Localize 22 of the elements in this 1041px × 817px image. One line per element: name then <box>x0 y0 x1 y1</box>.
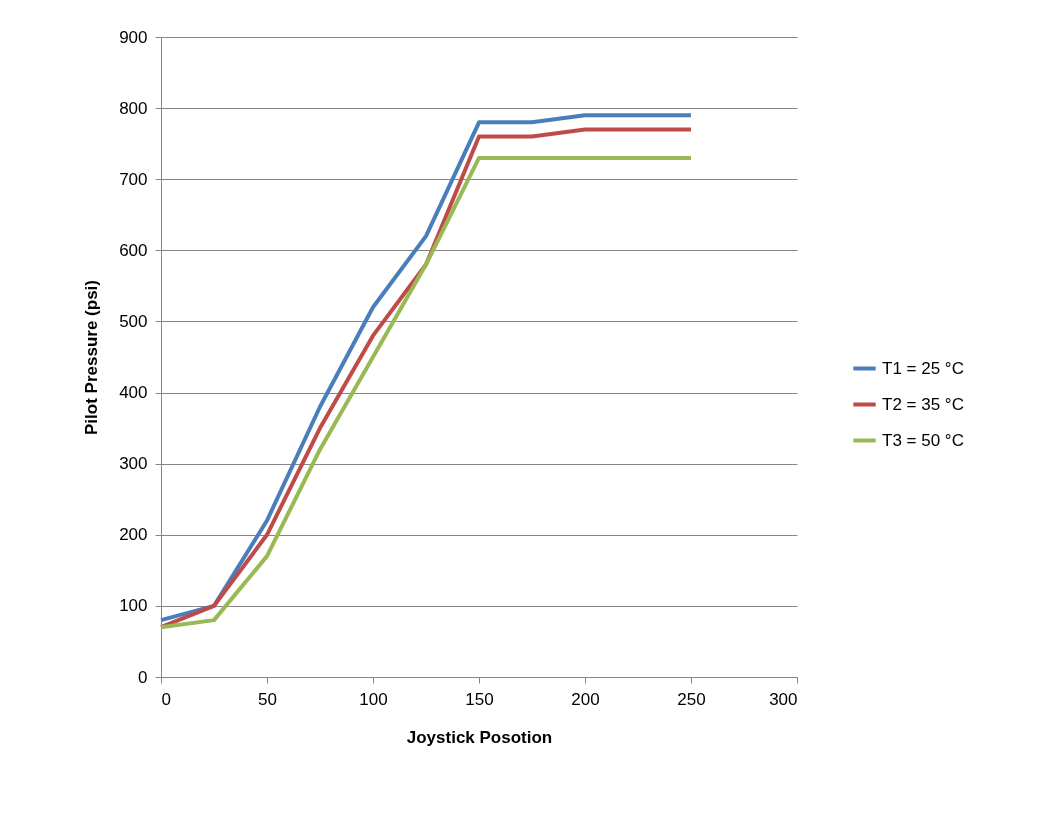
y-tick-label: 0 <box>138 667 148 687</box>
legend-label: T1 = 25 °C <box>882 358 964 378</box>
x-tick-label: 200 <box>571 689 600 709</box>
x-axis-title: Joystick Posotion <box>406 727 553 747</box>
y-tick-label: 200 <box>119 525 148 545</box>
x-tick-label: 50 <box>258 689 277 709</box>
y-tick-label: 500 <box>119 311 148 331</box>
y-tick-label: 100 <box>119 596 148 616</box>
x-tick-label: 0 <box>161 689 171 709</box>
x-tick-label: 250 <box>677 689 706 709</box>
legend-label: T3 = 50 °C <box>882 430 964 450</box>
y-tick-label: 800 <box>119 98 148 118</box>
x-tick-label: 150 <box>465 689 494 709</box>
y-tick-label: 900 <box>119 27 148 47</box>
y-tick-label: 700 <box>119 169 148 189</box>
y-tick-label: 600 <box>119 240 148 260</box>
y-tick-label: 400 <box>119 383 148 403</box>
x-tick-label: 100 <box>359 689 388 709</box>
y-tick-label: 300 <box>119 454 148 474</box>
legend-label: T2 = 35 °C <box>882 394 964 414</box>
x-tick-label: 300 <box>769 689 798 709</box>
y-axis-title: Pilot Pressure (psi) <box>82 280 102 435</box>
